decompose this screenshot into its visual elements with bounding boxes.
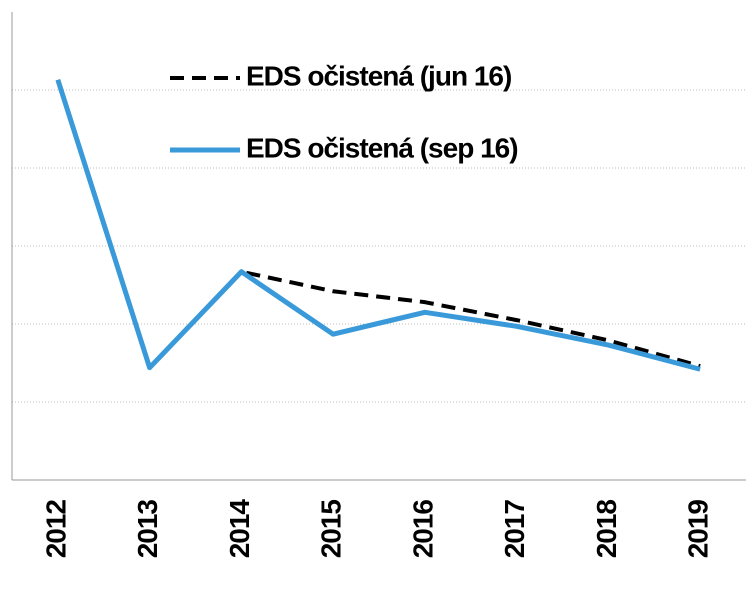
x-tick-label: 2019 — [683, 500, 714, 559]
line-series — [55, 79, 701, 372]
legend-label: EDS očistená (sep 16) — [246, 132, 518, 163]
x-tick-label: 2015 — [316, 500, 347, 559]
line-series — [55, 79, 701, 370]
x-tick-label: 2018 — [591, 500, 622, 559]
x-tick-label: 2017 — [499, 500, 530, 559]
legend-label: EDS očistená (jun 16) — [246, 60, 511, 91]
x-tick-label: 2014 — [224, 499, 255, 559]
x-tick-label: 2012 — [40, 500, 71, 559]
x-tick-label: 2016 — [407, 500, 438, 559]
x-tick-label: 2013 — [132, 500, 163, 559]
